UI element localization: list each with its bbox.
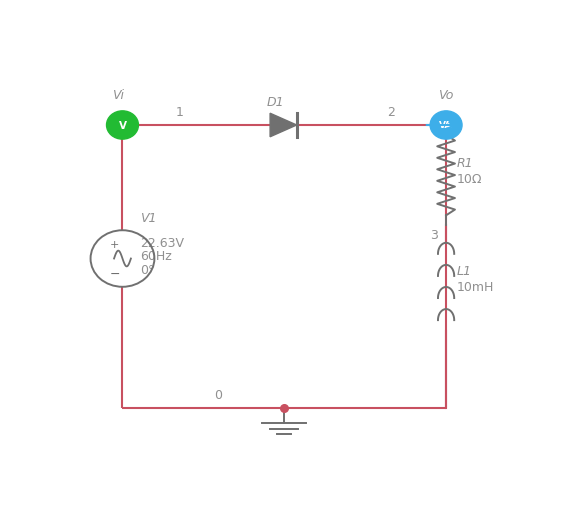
Text: 3: 3 bbox=[430, 229, 438, 242]
Polygon shape bbox=[270, 114, 297, 137]
Text: Vi: Vi bbox=[112, 89, 124, 102]
Text: Vo: Vo bbox=[438, 89, 454, 102]
Text: V1: V1 bbox=[140, 211, 157, 224]
Circle shape bbox=[106, 111, 138, 140]
Text: 60Hz: 60Hz bbox=[140, 250, 172, 263]
Text: 10mH: 10mH bbox=[456, 280, 494, 293]
Text: D1: D1 bbox=[267, 96, 284, 109]
Text: VA: VA bbox=[439, 121, 453, 130]
Text: R1: R1 bbox=[456, 156, 473, 169]
Text: 0°: 0° bbox=[140, 263, 154, 276]
Text: V: V bbox=[118, 121, 126, 131]
Text: 10Ω: 10Ω bbox=[456, 172, 482, 185]
Text: 22.63V: 22.63V bbox=[140, 236, 184, 249]
Text: 0: 0 bbox=[214, 388, 222, 402]
Circle shape bbox=[430, 111, 462, 140]
Text: 1: 1 bbox=[176, 105, 184, 119]
Text: −: − bbox=[109, 267, 120, 280]
Text: 2: 2 bbox=[387, 105, 395, 119]
Text: +: + bbox=[110, 240, 119, 250]
Text: L1: L1 bbox=[456, 264, 471, 277]
